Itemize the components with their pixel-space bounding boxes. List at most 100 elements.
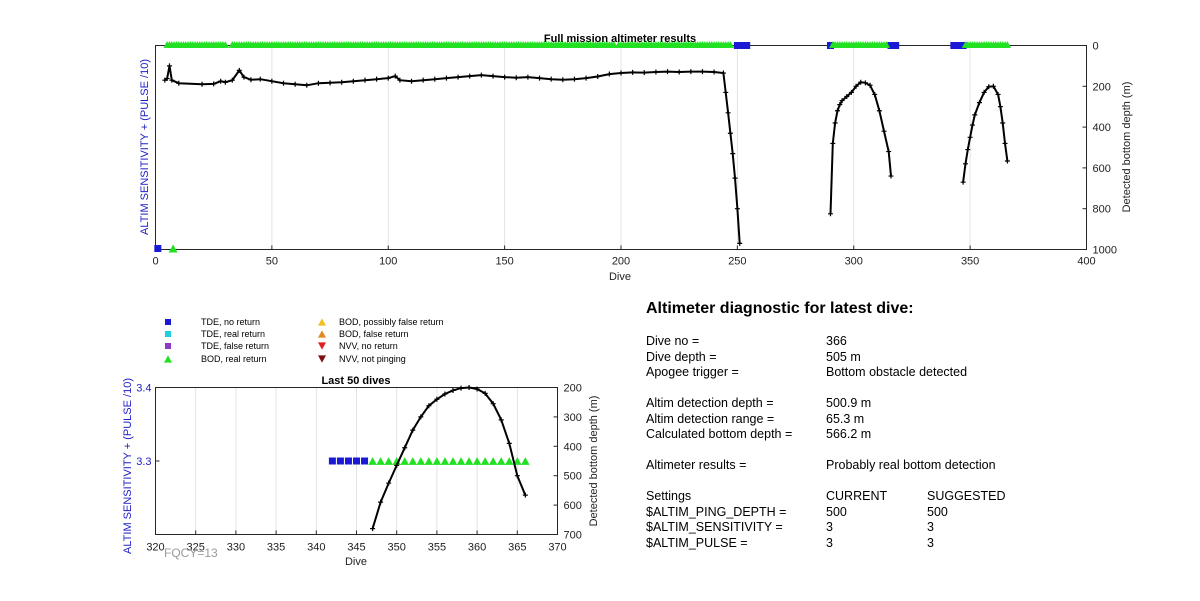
top-x-tick-label: 0	[152, 256, 158, 268]
bottom-depth-point	[426, 403, 432, 409]
top-chart-title: Full mission altimeter results	[544, 33, 696, 45]
top-x-tick-label: 350	[961, 256, 979, 268]
legend-label: BOD, possibly false return	[339, 317, 444, 327]
top-depth-point	[478, 72, 484, 78]
bottom-chart-ticks: 320 325 330 335 340 345 350 355 360 365 370 200 300 4…	[136, 383, 582, 554]
top-depth-point	[844, 94, 850, 99]
bottom-right-tick-label: 600	[564, 500, 582, 512]
top-depth-point	[834, 108, 840, 114]
top-depth-point	[832, 120, 838, 126]
top-depth-point	[986, 84, 992, 90]
top-depth-point	[560, 77, 566, 83]
top-depth-point	[886, 149, 892, 155]
top-depth-point	[583, 75, 589, 81]
bottom-x-tick-label: 355	[428, 542, 446, 554]
diagnostic-heading: Altimeter diagnostic for latest dive:	[646, 300, 914, 317]
top-depth-point	[455, 74, 461, 80]
legend-label: NVV, no return	[339, 341, 398, 351]
last-50-dives-chart: 320 325 330 335 340 345 350 355 360 365 370 200 300 4…	[122, 375, 600, 568]
top-right-tick-label: 0	[1093, 41, 1099, 53]
top-depth-point	[853, 83, 859, 89]
legend-label: BOD, false return	[339, 329, 409, 339]
top-depth-point	[711, 69, 717, 75]
bottom-x-tick-label: 320	[146, 542, 164, 554]
top-tde-no-return-marker	[950, 42, 958, 49]
legend-marker-square	[165, 319, 171, 325]
top-bod-real-return-marker	[882, 41, 891, 48]
top-depth-point	[699, 69, 705, 75]
pulse-current: 3	[826, 535, 833, 550]
dive-no-value: 366	[826, 334, 847, 348]
legend-label: TDE, false return	[201, 341, 269, 351]
top-depth-point	[315, 80, 321, 86]
top-x-tick-label: 400	[1077, 256, 1095, 268]
bottom-depth-point	[490, 401, 496, 407]
top-depth-point	[513, 75, 519, 81]
top-depth-line	[829, 81, 892, 214]
top-depth-point	[862, 80, 868, 86]
top-depth-point	[720, 70, 726, 76]
top-tde-no-return-marker	[887, 42, 895, 49]
top-depth-point	[967, 134, 973, 140]
bottom-bod-real-return-marker	[408, 457, 418, 465]
top-depth-point	[723, 89, 729, 95]
top-depth-point	[339, 79, 345, 85]
bottom-right-tick-label: 500	[564, 471, 582, 483]
top-x-tick-label: 250	[728, 256, 746, 268]
top-depth-point	[730, 151, 736, 157]
top-depth-line	[164, 65, 741, 244]
apogee-label: Apogee trigger =	[646, 365, 739, 379]
bottom-bod-real-return-marker	[400, 457, 409, 465]
top-chart-marks	[154, 41, 1012, 253]
dive-no-label: Dive no =	[646, 334, 700, 348]
bottom-tde-no-return-marker	[344, 457, 352, 465]
results-row: Altimeter results = Probably real bottom…	[646, 458, 1166, 474]
top-depth-point	[665, 69, 671, 75]
top-depth-point	[676, 69, 682, 75]
top-depth-point	[630, 69, 636, 75]
legend-marker-square	[165, 343, 171, 349]
top-depth-point	[1000, 120, 1006, 126]
top-right-tick-label: 1000	[1093, 245, 1117, 257]
top-depth-point	[881, 128, 887, 134]
bottom-bod-real-return-marker	[456, 457, 466, 465]
bottom-depth-point	[522, 492, 528, 498]
top-x-tick-label: 200	[612, 256, 630, 268]
top-depth-point	[976, 100, 982, 106]
top-chart-xlabel: Dive	[609, 271, 631, 283]
top-tde-no-return-marker	[892, 42, 900, 49]
top-depth-point	[839, 98, 845, 104]
top-depth-point	[548, 76, 554, 82]
bottom-bod-real-return-marker	[505, 457, 514, 465]
altim-range-row: Altim detection range = 65.3 m	[646, 412, 1166, 428]
bottom-depth-point	[450, 387, 456, 393]
bottom-left-tick-label: 3.3	[136, 456, 151, 468]
top-depth-point	[595, 74, 601, 80]
bottom-depth-point	[482, 390, 488, 396]
top-depth-point	[490, 73, 496, 79]
bottom-depth-point	[514, 473, 520, 479]
sensitivity-current: 3	[826, 520, 833, 534]
top-depth-point	[830, 140, 836, 146]
settings-label: Settings	[646, 489, 692, 503]
bottom-bod-real-return-marker	[513, 457, 522, 465]
top-right-tick-label: 600	[1093, 163, 1111, 175]
altimeter-diagnostic-panel: Altimeter diagnostic for latest dive: Di…	[646, 300, 1166, 551]
fqcy-annotation: FQCY=13	[164, 546, 218, 560]
top-depth-point	[222, 79, 228, 85]
top-x-tick-label: 300	[845, 256, 863, 268]
calc-bottom-value: 566.2 m	[826, 427, 872, 441]
top-depth-point	[606, 71, 612, 77]
legend-marker-triangle-down	[318, 355, 326, 363]
top-depth-point	[641, 70, 647, 76]
bottom-depth-point	[402, 445, 408, 451]
bottom-bod-real-return-marker	[448, 457, 458, 465]
bottom-depth-point	[378, 499, 384, 505]
top-x-tick-label: 150	[495, 256, 513, 268]
top-depth-point	[211, 81, 217, 87]
legend-label: NVV, not pinging	[339, 354, 406, 364]
bottom-x-tick-label: 325	[187, 542, 205, 554]
top-tde-no-return-marker	[954, 42, 962, 49]
legend-marker-triangle-up	[164, 355, 172, 363]
